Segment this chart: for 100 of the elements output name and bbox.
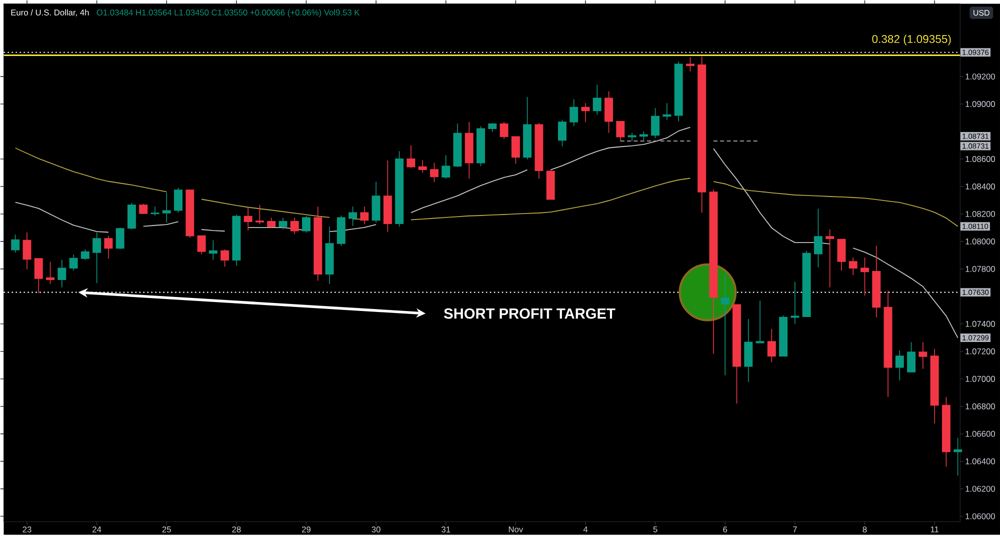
candlestick — [732, 304, 741, 404]
candlestick — [267, 217, 276, 228]
candlestick — [581, 102, 590, 123]
ref-line-label: 0.382 (1.09355) — [872, 34, 951, 46]
candlestick — [80, 248, 90, 260]
y-tick-label: 1.06600 — [966, 430, 995, 437]
candlestick — [34, 258, 43, 294]
candlestick — [674, 61, 683, 122]
candlestick — [651, 108, 660, 138]
x-tick-label: 5 — [653, 526, 658, 532]
y-tick-label: 1.06800 — [966, 403, 995, 410]
candlestick — [848, 257, 858, 276]
y-tick-label: 1.07800 — [966, 266, 995, 272]
candlestick — [104, 235, 113, 259]
candlestick — [197, 235, 206, 255]
y-tick-label: 1.06200 — [966, 486, 995, 492]
candlestick — [767, 328, 776, 363]
candlestick — [174, 187, 182, 214]
text: Euro / U.S. Dollar, 4h — [11, 9, 89, 16]
candlestick — [360, 206, 369, 225]
annotation: SHORT PROFIT TARGET — [444, 308, 616, 319]
candlestick — [918, 342, 928, 370]
candlestick — [523, 96, 532, 160]
candlestick — [22, 232, 32, 270]
x-tick-label: 25 — [162, 526, 171, 532]
y-tick-label: 1.06400 — [966, 458, 995, 464]
candlestick — [476, 126, 486, 167]
candlestick — [418, 160, 427, 174]
candlestick — [46, 261, 55, 285]
candlestick — [779, 315, 788, 357]
candlestick — [430, 162, 438, 183]
x-tick-label: 7 — [793, 526, 797, 532]
candlestick — [709, 189, 718, 354]
x-tick-label: Nov — [508, 526, 524, 532]
candlestick — [325, 226, 334, 285]
candlestick — [616, 121, 625, 142]
y-tick-label: 1.09000 — [966, 101, 995, 108]
candlestick — [756, 300, 764, 344]
candlestick — [11, 234, 20, 253]
candlestick — [406, 144, 416, 168]
candlestick — [244, 207, 252, 231]
candlestick — [698, 56, 706, 214]
candlestick — [558, 119, 566, 147]
candlestick — [884, 290, 892, 398]
candlestick — [127, 202, 136, 230]
y-tick-label: 1.08000 — [966, 238, 995, 244]
candlestick — [639, 130, 648, 141]
x-tick-label: 28 — [232, 526, 241, 532]
y-tick-label: 1.06000 — [966, 513, 995, 520]
x-tick-label: 31 — [442, 526, 450, 532]
candlestick — [534, 122, 544, 180]
candlestick — [290, 217, 299, 235]
candlestick — [302, 216, 310, 233]
x-tick-label: 30 — [372, 526, 380, 532]
candlestick — [930, 348, 939, 424]
candlestick — [814, 208, 822, 268]
candlestick — [802, 250, 811, 318]
candlestick — [314, 206, 322, 282]
candlestick — [220, 248, 230, 268]
candlestick — [442, 154, 450, 180]
x-tick-label: 4 — [583, 526, 588, 532]
candlestick — [208, 240, 218, 260]
candlestick — [860, 257, 869, 296]
y-tick-label: 1.09200 — [966, 74, 995, 80]
candlestick — [744, 318, 753, 383]
y-tick-label: 1.07200 — [966, 348, 995, 354]
candlestick — [954, 437, 962, 476]
y-tick-label: 1.07400 — [966, 321, 995, 327]
x-tick-label: 6 — [723, 526, 728, 532]
candlestick — [790, 281, 800, 324]
candlestick — [278, 217, 288, 230]
candlestick — [895, 350, 904, 381]
y-tick-label: 1.08600 — [966, 156, 995, 162]
candlestick — [58, 259, 66, 288]
candlestick — [662, 102, 672, 120]
x-tick-label: 8 — [862, 526, 867, 532]
candlestick — [395, 150, 404, 228]
candlestick — [511, 136, 520, 164]
candlestick — [92, 232, 102, 284]
candlestick — [69, 254, 78, 271]
candlestick — [116, 227, 124, 250]
candlestick — [546, 170, 555, 200]
candlestick — [720, 274, 730, 376]
candlestick — [837, 238, 846, 272]
candlestick — [186, 189, 194, 238]
candlestick — [500, 122, 508, 140]
candlestick — [232, 214, 241, 266]
candlestick — [139, 204, 148, 214]
candlestick — [383, 160, 392, 232]
y-tick-label: 1.08400 — [966, 184, 995, 190]
x-tick-label: 23 — [22, 526, 32, 532]
text: O1.03484 H1.03564 L1.03450 C1.03550 +0.00066 (+0.06%) Vol9.53 K — [96, 9, 360, 18]
candlestick — [150, 206, 160, 216]
x-tick-label: 11 — [930, 526, 938, 532]
candlestick — [907, 342, 916, 372]
candlestick — [686, 56, 694, 72]
candlestick — [162, 192, 171, 224]
candlestick — [255, 204, 264, 225]
candlestick — [604, 91, 614, 134]
candlestick — [453, 123, 462, 168]
